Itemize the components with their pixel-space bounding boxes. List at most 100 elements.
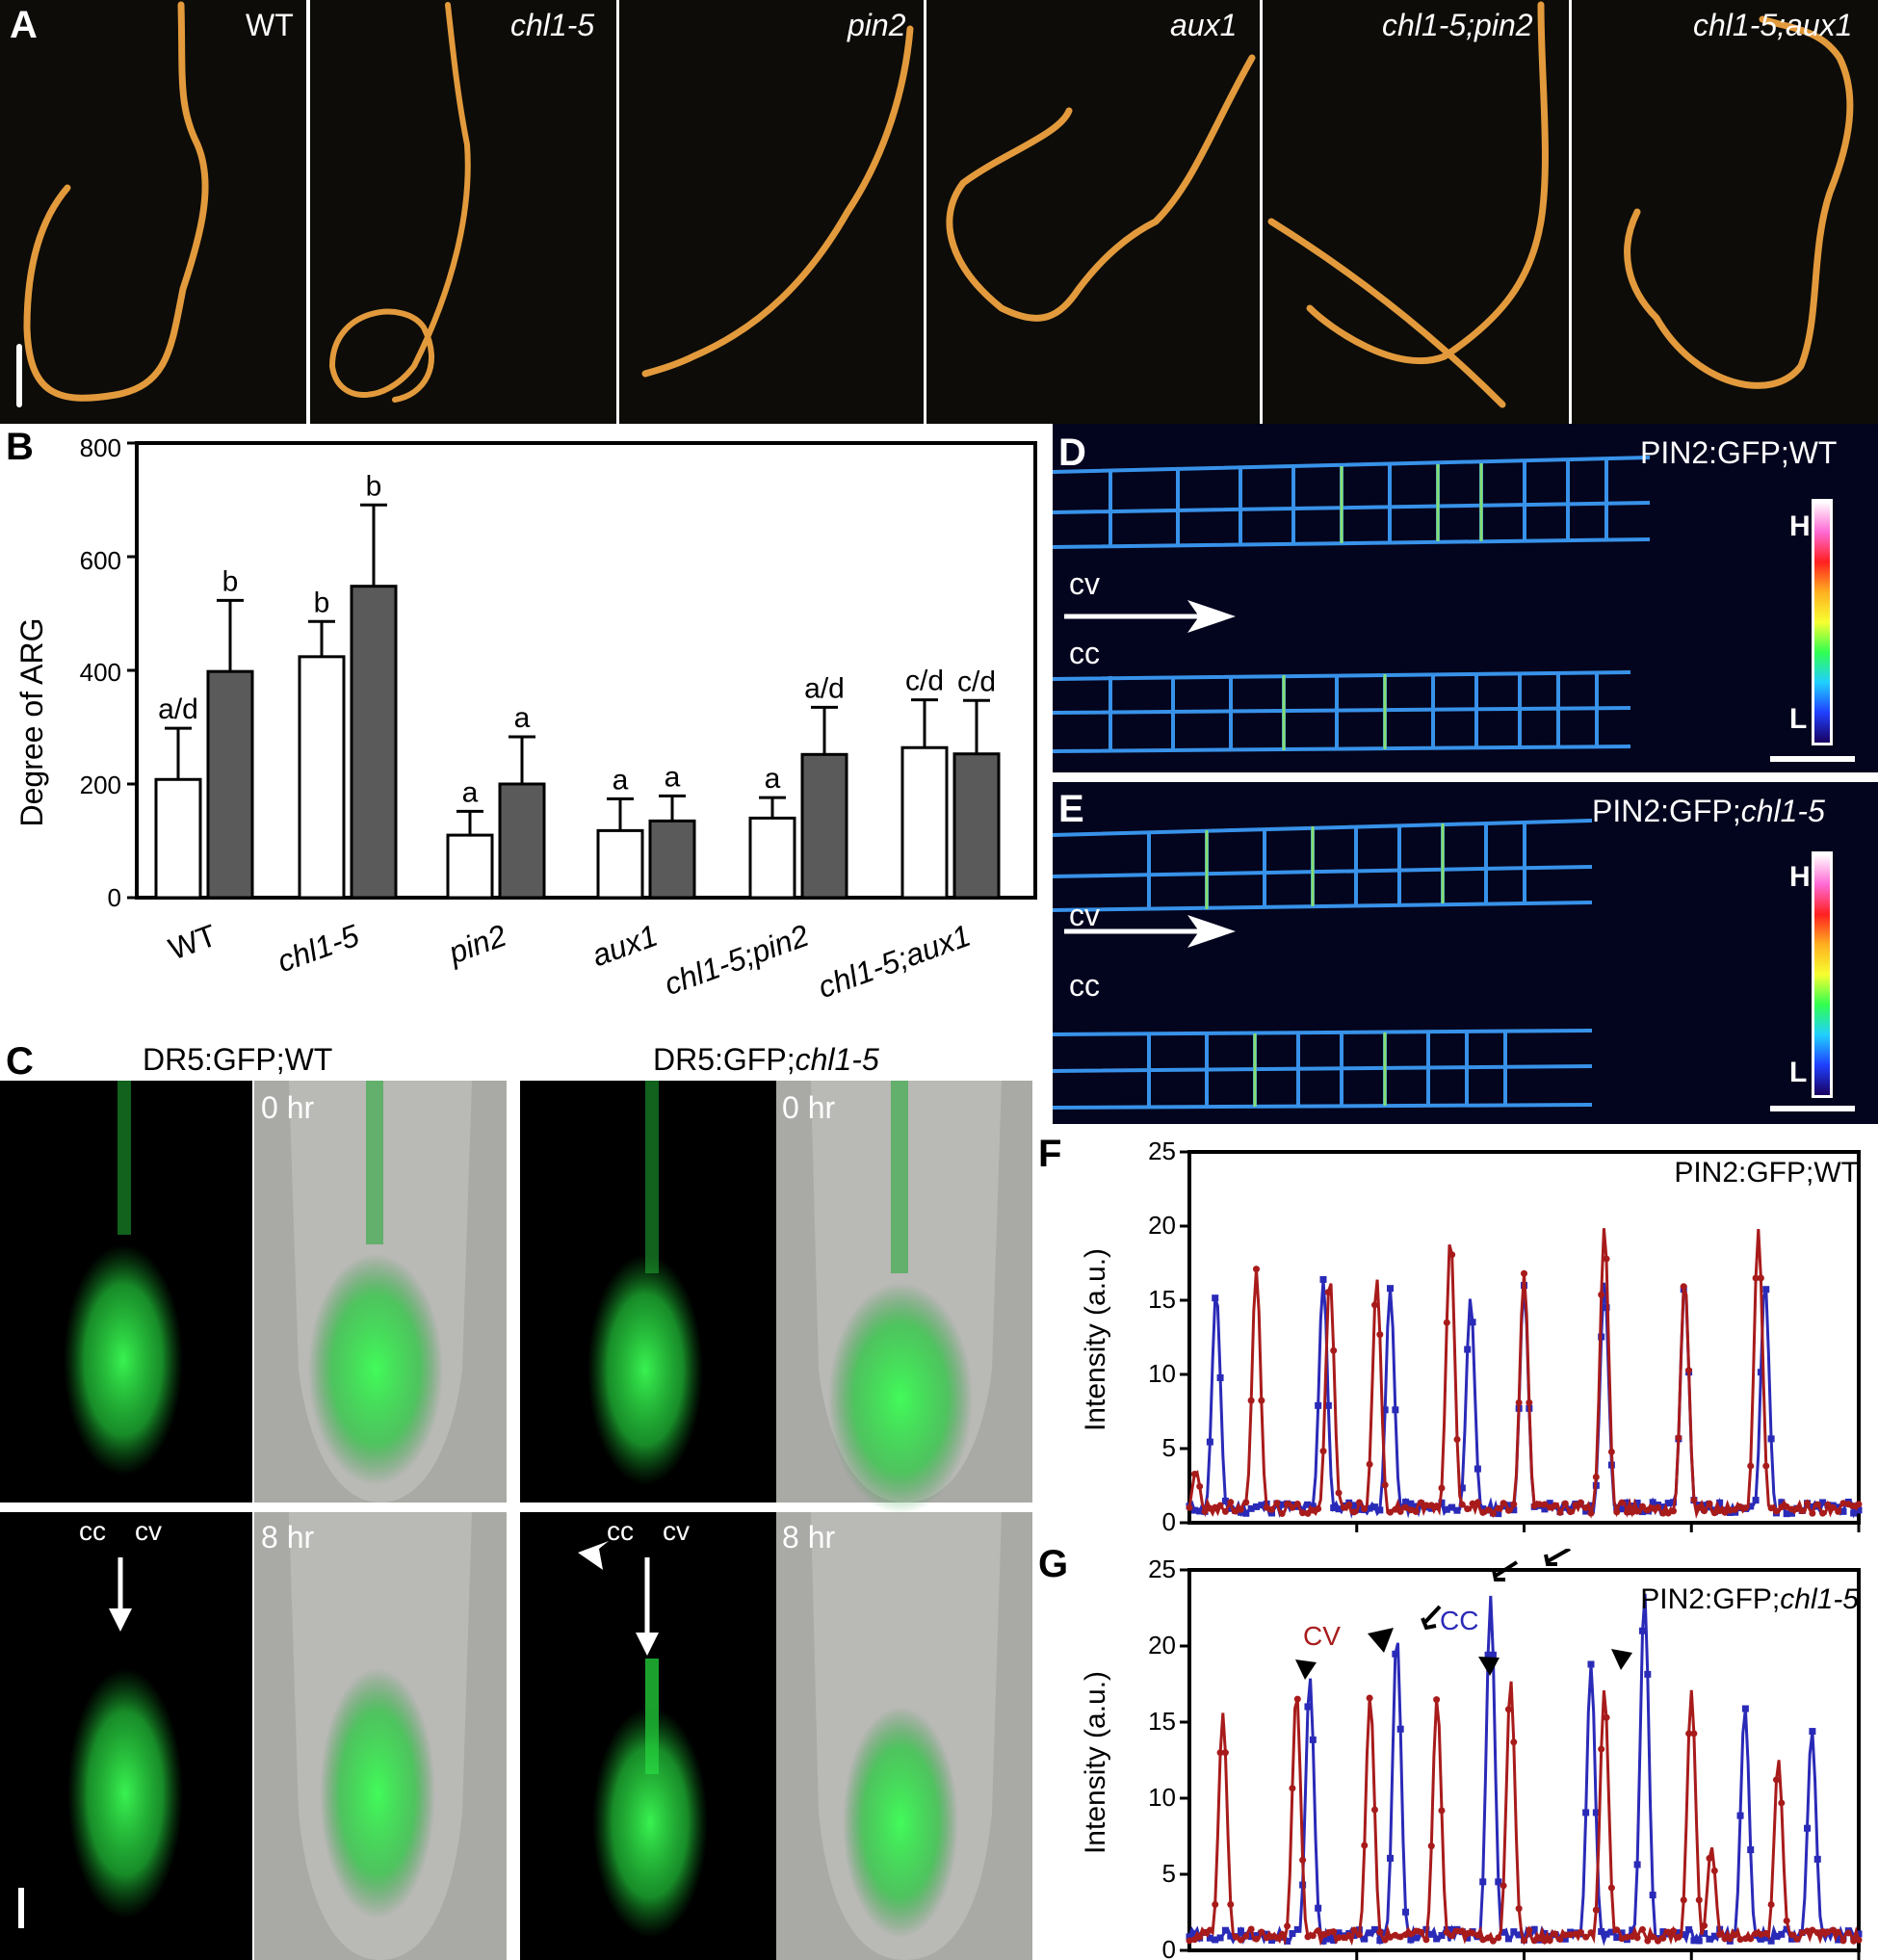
panel-g-label-cv: CV bbox=[1303, 1621, 1341, 1651]
panel-g-point-1-214 bbox=[1736, 1936, 1744, 1944]
panel-g-point-0-102 bbox=[1448, 1925, 1456, 1933]
panel-g-point-0-10 bbox=[1212, 1936, 1219, 1944]
panel-g-point-0-42 bbox=[1293, 1925, 1301, 1933]
panel-g-point-1-104 bbox=[1453, 1927, 1461, 1935]
panel-f-point-1-8 bbox=[1206, 1504, 1213, 1512]
panel-g-point-1-192 bbox=[1680, 1896, 1687, 1904]
panel-f-point-1-100 bbox=[1443, 1319, 1450, 1326]
panel-b-sig-letter-1-1: b bbox=[366, 470, 382, 502]
panel-f-point-1-160 bbox=[1598, 1291, 1605, 1298]
panel-f-point-0-88 bbox=[1412, 1503, 1420, 1510]
panel-g-point-1-92 bbox=[1422, 1936, 1430, 1944]
panel-g-point-0-164 bbox=[1607, 1928, 1615, 1936]
panel-g-point-1-224 bbox=[1762, 1929, 1770, 1937]
panel-g-ytick-15: 15 bbox=[1148, 1707, 1176, 1736]
panel-f-point-0-76 bbox=[1381, 1406, 1389, 1414]
panel-g-ytick-0: 0 bbox=[1162, 1935, 1176, 1960]
panel-f-point-1-204 bbox=[1710, 1509, 1718, 1517]
panel-g-point-0-228 bbox=[1772, 1932, 1780, 1940]
panel-g-point-0-216 bbox=[1741, 1705, 1749, 1712]
panel-g-point-0-168 bbox=[1618, 1929, 1626, 1937]
panel-g-point-1-98 bbox=[1438, 1807, 1446, 1815]
panel-b-bar-4-0 bbox=[748, 816, 796, 900]
panel-g-point-1-130 bbox=[1521, 1937, 1527, 1945]
panel-g-point-1-124 bbox=[1504, 1706, 1512, 1713]
panel-g-point-1-206 bbox=[1716, 1930, 1724, 1938]
panel-f-point-0-112 bbox=[1474, 1465, 1481, 1473]
panel-f-point-0-58 bbox=[1335, 1505, 1343, 1513]
panel-f-point-1-130 bbox=[1521, 1269, 1527, 1277]
panel-g-point-0-86 bbox=[1407, 1936, 1415, 1944]
panel-g-point-1-164 bbox=[1607, 1884, 1615, 1892]
panel-g-point-1-20 bbox=[1237, 1936, 1244, 1944]
panel-g-letter: G bbox=[1038, 1543, 1069, 1585]
panel-b-xtick-aux1: aux1 bbox=[587, 918, 663, 974]
panel-f-point-1-232 bbox=[1783, 1503, 1790, 1510]
panel-f-point-0-260 bbox=[1855, 1506, 1863, 1514]
panel-g-title: PIN2:GFP;chl1-5 bbox=[1640, 1583, 1859, 1615]
panel-g-point-0-198 bbox=[1695, 1937, 1703, 1945]
panel-f-title: PIN2:GFP;WT bbox=[1674, 1157, 1859, 1189]
panel-g-point-1-88 bbox=[1412, 1927, 1420, 1935]
panel-b-xtick-wt: WT bbox=[164, 918, 221, 967]
panel-f-point-1-230 bbox=[1778, 1503, 1786, 1510]
panel-f-point-0-16 bbox=[1227, 1504, 1235, 1512]
panel-f-point-0-100 bbox=[1443, 1505, 1450, 1513]
panel-f-point-0-66 bbox=[1355, 1505, 1363, 1513]
panel-f-point-1-4 bbox=[1196, 1482, 1204, 1490]
panel-f-point-1-22 bbox=[1242, 1499, 1250, 1506]
panel-f-point-1-236 bbox=[1793, 1504, 1801, 1512]
panel-g-point-1-186 bbox=[1664, 1928, 1672, 1936]
panel-g-point-0-158 bbox=[1592, 1809, 1600, 1816]
panel-f-point-1-120 bbox=[1495, 1504, 1502, 1512]
panel-f-point-0-176 bbox=[1638, 1508, 1646, 1516]
panel-g-point-0-108 bbox=[1464, 1934, 1472, 1942]
panel-f-point-1-144 bbox=[1556, 1508, 1564, 1516]
panel-f-point-0-108 bbox=[1464, 1346, 1472, 1353]
panel-g-point-1-116 bbox=[1484, 1934, 1492, 1942]
panel-f-point-1-260 bbox=[1855, 1501, 1863, 1508]
panel-f-point-1-200 bbox=[1701, 1507, 1708, 1515]
panel-a-photo-4 bbox=[926, 0, 1260, 424]
panel-g-point-0-240 bbox=[1804, 1824, 1812, 1832]
panel-g-point-1-254 bbox=[1839, 1937, 1847, 1945]
panel-g-point-1-174 bbox=[1633, 1934, 1641, 1942]
panel-g-point-0-224 bbox=[1762, 1934, 1770, 1942]
panel-c-wt-cv: cv bbox=[135, 1516, 162, 1546]
panel-g-point-1-256 bbox=[1844, 1929, 1852, 1937]
panel-f-point-0-14 bbox=[1221, 1497, 1229, 1504]
panel-g-point-0-98 bbox=[1438, 1932, 1446, 1940]
panel-f-letter: F bbox=[1038, 1133, 1062, 1175]
panel-f-point-1-186 bbox=[1664, 1509, 1672, 1517]
panel-a-label-pin2: pin2 bbox=[848, 8, 906, 42]
panel-g-point-1-238 bbox=[1798, 1929, 1806, 1937]
panel-f-point-0-80 bbox=[1392, 1406, 1399, 1414]
panel-f-point-1-134 bbox=[1530, 1502, 1538, 1509]
panel-a-photo-3 bbox=[619, 0, 924, 424]
panel-f-point-0-74 bbox=[1376, 1506, 1384, 1514]
panel-f-point-1-192 bbox=[1680, 1283, 1687, 1291]
panel-g-point-0-68 bbox=[1361, 1935, 1369, 1943]
panel-f-point-1-46 bbox=[1304, 1509, 1312, 1517]
panel-b-sig-letter-3-0: a bbox=[613, 764, 629, 796]
panel-f-point-1-256 bbox=[1844, 1501, 1852, 1508]
panel-g-point-1-42 bbox=[1293, 1695, 1301, 1703]
panel-b-ytick-600: 600 bbox=[80, 546, 121, 575]
panel-f-point-1-64 bbox=[1350, 1508, 1358, 1516]
panel-f-point-0-242 bbox=[1809, 1503, 1816, 1510]
panel-g-point-0-48 bbox=[1309, 1736, 1317, 1743]
panel-g-point-0-230 bbox=[1778, 1930, 1786, 1938]
panel-g-point-0-74 bbox=[1376, 1937, 1384, 1945]
panel-g-point-1-118 bbox=[1489, 1937, 1497, 1945]
panel-g-point-0-54 bbox=[1324, 1935, 1332, 1943]
panel-g-point-0-82 bbox=[1396, 1725, 1404, 1733]
panel-c-title-mut-italic: chl1-5 bbox=[795, 1042, 879, 1077]
panel-b-bar-1-1 bbox=[350, 585, 398, 900]
panel-g-point-0-146 bbox=[1561, 1935, 1569, 1943]
panel-f-point-1-214 bbox=[1736, 1503, 1744, 1511]
panel-c-mut-time-8: 8 hr bbox=[782, 1520, 836, 1555]
panel-e-title: PIN2:GFP;chl1-5 bbox=[1592, 794, 1825, 829]
panel-g-point-0-200 bbox=[1701, 1929, 1708, 1937]
panel-f-point-1-212 bbox=[1732, 1505, 1739, 1513]
panel-f-ytick-20: 20 bbox=[1148, 1211, 1176, 1240]
